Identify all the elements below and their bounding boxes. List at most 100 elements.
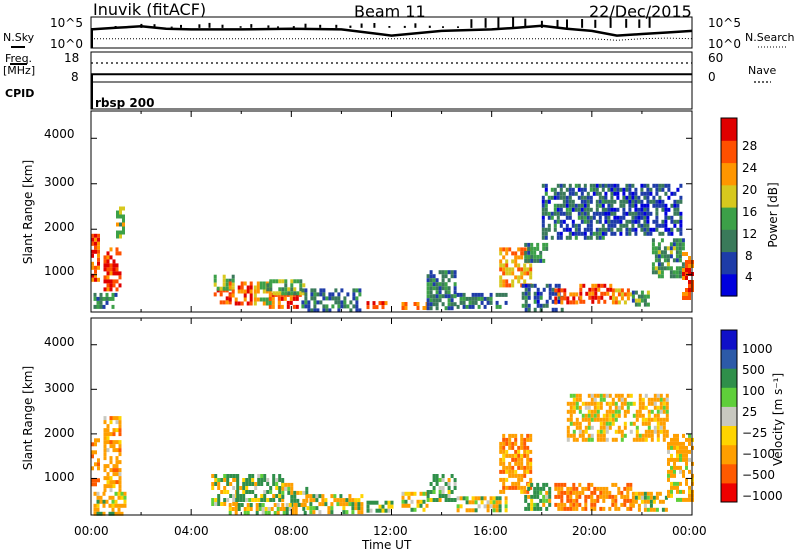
power-cell [432, 274, 436, 279]
velocity-cell [682, 473, 685, 478]
velocity-cell [608, 494, 612, 499]
power-cell [115, 279, 119, 284]
power-cell [657, 254, 661, 259]
velocity-cell [306, 494, 310, 499]
velocity-cell [245, 486, 249, 490]
velocity-cell [637, 503, 641, 508]
nsky-tick-bottom: 10^0 [50, 37, 83, 51]
velocity-cell [118, 460, 122, 465]
velocity-cell [109, 416, 113, 421]
power-cell [550, 187, 554, 192]
velocity-cell [285, 507, 289, 511]
power-cell [626, 288, 630, 293]
velocity-cell [587, 437, 591, 442]
velocity-cell [520, 433, 524, 438]
velocity-cell [641, 401, 645, 406]
velocity-cell [659, 393, 663, 398]
velocity-cell [670, 457, 673, 462]
velocity-cell [267, 511, 271, 515]
velocity-cell [572, 490, 576, 495]
velocity-cell [529, 457, 533, 462]
velocity-cell [572, 397, 576, 402]
velocity-cell [508, 433, 512, 438]
velocity-cell [623, 421, 627, 426]
power-cell [586, 215, 590, 220]
power-cell [574, 231, 578, 236]
power-cell [103, 263, 107, 268]
nsky-spike [566, 19, 568, 28]
velocity-cell [114, 491, 118, 496]
velocity-cell [629, 506, 633, 511]
velocity-cell [679, 445, 682, 450]
power-cell [589, 195, 593, 200]
velocity-cell [115, 448, 119, 453]
velocity-cell [656, 393, 660, 398]
velocity-cell [682, 489, 685, 494]
velocity-cell [688, 437, 691, 442]
velocity-cell [641, 437, 645, 442]
power-cell [678, 266, 682, 271]
velocity-cell [599, 393, 603, 398]
velocity-cell [584, 486, 588, 491]
velocity-colorbar-segment [721, 444, 737, 465]
power-cell [672, 238, 676, 243]
power-cell [102, 296, 106, 301]
power-cell [435, 306, 439, 311]
velocity-cell [306, 506, 310, 511]
velocity-cell [229, 494, 233, 498]
velocity-cell [339, 502, 343, 507]
power-cell [604, 219, 608, 224]
power-cell [322, 288, 326, 293]
velocity-cell [575, 486, 579, 491]
power-cell [688, 284, 691, 288]
velocity-cell [514, 453, 518, 458]
power-cell [249, 281, 253, 286]
velocity-cell [673, 481, 676, 486]
power-cell [547, 215, 551, 220]
power-cell [94, 245, 97, 250]
power-cell [243, 289, 247, 294]
power-cell [611, 292, 615, 297]
power-cell [219, 286, 223, 291]
velocity-cell [554, 494, 558, 499]
power-cell [563, 296, 567, 301]
power-cell [111, 304, 115, 309]
velocity-cell [667, 449, 670, 454]
velocity-cell [670, 485, 673, 490]
velocity-cell [459, 504, 463, 509]
velocity-cell [605, 393, 609, 398]
power-cell [628, 195, 632, 200]
power-cell [112, 283, 116, 288]
velocity-cell [287, 490, 291, 495]
power-colorbar-segment [721, 118, 737, 141]
velocity-cell [354, 506, 358, 511]
velocity-cell [508, 473, 512, 478]
velocity-cell [97, 478, 100, 483]
power-cell [106, 287, 110, 292]
velocity-cell [569, 401, 573, 406]
power-cell [533, 295, 537, 300]
power-cell [526, 271, 530, 276]
velocity-cell [327, 510, 331, 515]
power-cell [508, 271, 512, 276]
power-cell [562, 211, 566, 216]
power-cell [429, 286, 433, 291]
velocity-cell [384, 508, 388, 513]
power-cell [663, 258, 667, 263]
power-cell [331, 304, 335, 309]
velocity-cell [499, 441, 503, 446]
power-cell [664, 227, 668, 232]
power-cell [679, 231, 683, 236]
velocity-cell [321, 494, 325, 499]
nsky-spike [221, 24, 224, 28]
power-cell [679, 223, 683, 228]
velocity-cell [587, 393, 591, 398]
power-cell [299, 287, 303, 292]
power-cell [554, 296, 558, 301]
power-cell [607, 219, 611, 224]
power-cell [97, 241, 100, 246]
velocity-cell [643, 507, 647, 512]
velocity-cell [272, 482, 276, 486]
power-cell [664, 211, 668, 216]
power-cell [582, 283, 586, 288]
